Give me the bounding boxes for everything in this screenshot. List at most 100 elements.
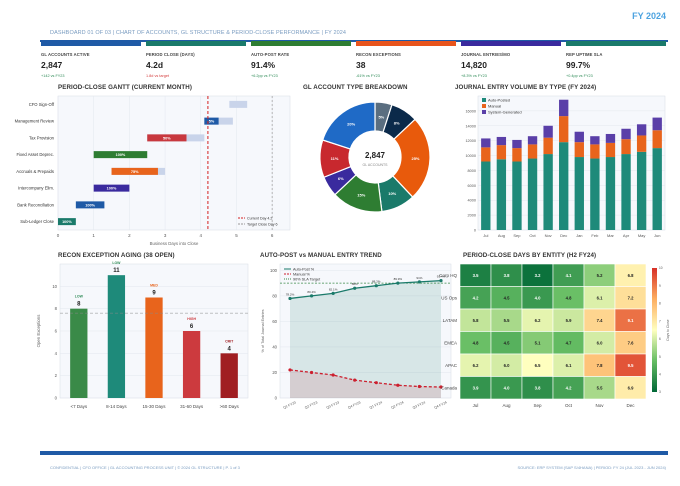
je-y-tick: 2000 <box>468 214 476 218</box>
je-bar-segment <box>481 147 491 162</box>
aging-x-tick: >60 Days <box>220 404 240 409</box>
heatmap-cell-value: 3.5 <box>473 273 479 278</box>
trend-point-label: 80.4% <box>307 290 316 294</box>
je-bar-segment <box>652 117 662 131</box>
je-y-tick: 6000 <box>468 184 476 188</box>
aging-bar <box>107 275 126 398</box>
je-bar-segment <box>605 142 616 158</box>
kpi-label: JOURNAL ENTRIES/MO <box>461 52 511 57</box>
gantt-task-bar <box>93 184 130 192</box>
kpi-accent-bar <box>356 41 456 46</box>
trend-legend-label: 90% SLA Target <box>293 278 321 282</box>
aging-bar-tag: LOW <box>112 261 121 265</box>
trend-x-tick: Q3 FY24 <box>412 400 426 409</box>
heatmap-col-label: Dec <box>626 403 635 408</box>
heatmap-cell-value: 6.2 <box>473 363 479 368</box>
heatmap-cell-value: 9.1 <box>628 318 634 323</box>
aging-bar-tag: CRIT <box>225 339 234 343</box>
breadcrumb: DASHBOARD 01 OF 03 | CHART OF ACCOUNTS, … <box>50 30 347 36</box>
je-bar-segment <box>590 158 600 230</box>
je-bar-segment <box>590 144 600 159</box>
gantt-legend-label: Current Day 4.2 <box>247 217 272 221</box>
aging-y-tick: 0 <box>55 396 58 401</box>
trend-x-tick: Q2 FY23 <box>304 400 318 409</box>
je-x-tick: May <box>638 233 646 238</box>
je-bar-segment <box>512 139 522 149</box>
je-bar-segment <box>605 133 616 143</box>
heatmap-cell-value: 5.2 <box>597 273 603 278</box>
je-x-tick: Dec <box>560 233 567 238</box>
heatmap-cell-value: 9.5 <box>628 363 634 368</box>
heatmap-colorbar-tick: 5 <box>659 355 661 359</box>
gantt-task-label: Bank Reconciliation <box>17 202 54 207</box>
trend-x-tick: Q3 FY23 <box>326 400 340 409</box>
je-x-tick: Mar <box>607 233 615 238</box>
heatmap-cell-value: 4.5 <box>504 295 510 300</box>
gantt-remaining-bar <box>204 117 233 125</box>
je-legend-label: System-Generated <box>488 110 522 115</box>
heatmap-colorbar <box>652 268 657 392</box>
trend-y-tick: 40 <box>272 344 277 349</box>
je-bar-segment <box>621 139 631 155</box>
trend-point <box>309 294 314 298</box>
je-y-tick: 4000 <box>468 199 476 203</box>
heatmap-colorbar-tick: 10 <box>659 266 663 270</box>
gantt-task-pct: 75% <box>131 170 139 174</box>
kpi-delta: +0.4pp vs FY23 <box>566 74 593 78</box>
kpi-delta: -61% vs FY23 <box>356 74 380 78</box>
heatmap-row-label: LATAM <box>443 318 458 323</box>
trend-point <box>374 284 378 288</box>
trend-y-tick: 0 <box>275 396 278 401</box>
heatmap-cell-value: 4.8 <box>473 340 479 345</box>
donut-slice-label: 6% <box>338 176 344 181</box>
je-x-tick: Jun <box>654 233 660 238</box>
gantt-x-tick: 0 <box>57 233 60 238</box>
je-bar-segment <box>481 138 491 148</box>
aging-bar-value: 8 <box>77 302 81 308</box>
donut-slice-label: 15% <box>357 193 365 198</box>
kpi-accent-bar <box>461 41 561 46</box>
gantt-chart: 0 1 2 3 4 5 6 Business Days into Close CFO Sign-… <box>15 95 291 246</box>
trend-point <box>417 280 422 284</box>
gantt-task-bar <box>204 117 219 125</box>
heatmap-cell-value: 4.1 <box>566 273 572 278</box>
kpi-label: GL ACCOUNTS ACTIVE <box>41 52 90 57</box>
je-bar-segment <box>605 157 616 230</box>
gantt-task-pct: 100% <box>62 220 72 224</box>
je-volume-chart: 0 2000 4000 6000 8000 10000 12000 14000 16000 Jul… <box>465 95 666 238</box>
trend-point-label: 89.9% <box>394 277 403 281</box>
kpi-card: REP UPTIME SLA 99.7% +0.4pp vs FY23 <box>566 41 666 81</box>
donut-hole <box>350 132 400 182</box>
heatmap-colorbar-tick: 9 <box>659 284 661 288</box>
aging-x-tick: 8-14 Days <box>106 404 127 409</box>
aging-x-tick: 15-30 Days <box>142 404 166 409</box>
trend-point-label: 86% <box>352 282 358 286</box>
kpi-value: 38 <box>356 60 366 70</box>
trend-point <box>439 278 443 283</box>
heatmap-colorbar-label: Days to Close <box>666 319 670 340</box>
je-bar-segment <box>496 145 507 160</box>
trend-x-tick: Q4 FY23 <box>347 400 361 409</box>
kpi-value: 99.7% <box>566 60 591 70</box>
je-bar-segment <box>636 151 647 230</box>
je-x-tick: Sep <box>513 233 521 238</box>
trend-y-tick: 80 <box>272 293 277 298</box>
heatmap-cell-value: 6.5 <box>535 363 541 368</box>
je-bar-segment <box>621 154 631 230</box>
trend-auto-area <box>290 280 441 398</box>
heatmap-chart: Corp HQ 3.5 3.8 3.2 4.1 5.2 6.8 US Ops 4.2 4.5 4.0… <box>439 263 670 408</box>
je-bar-segment <box>496 136 507 146</box>
heatmap-row-label: Corp HQ <box>439 273 457 278</box>
je-bar-segment <box>527 144 538 159</box>
je-y-tick: 12000 <box>465 139 476 143</box>
trend-point <box>309 370 314 375</box>
je-legend-label: Auto-Posted <box>488 98 510 103</box>
kpi-value: 2,847 <box>41 60 63 70</box>
trend-x-tick: Q1 FY24 <box>369 400 383 409</box>
heatmap-cell-value: 6.1 <box>597 295 603 300</box>
donut-slice-label: 20% <box>347 122 355 127</box>
donut-slice-label: 5% <box>378 114 384 119</box>
kpi-delta: +142 vs FY23 <box>41 74 65 78</box>
gantt-task-pct: 100% <box>107 187 117 191</box>
donut-slice-label: 10% <box>388 191 396 196</box>
